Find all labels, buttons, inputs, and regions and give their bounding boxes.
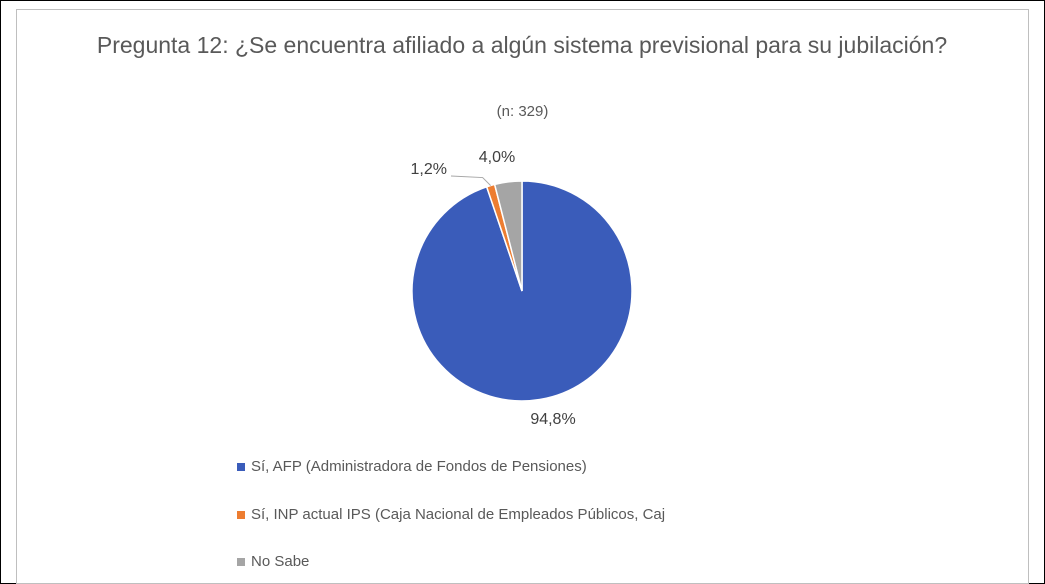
leader-line xyxy=(450,175,492,186)
data-label: 94,8% xyxy=(530,411,575,428)
legend-label: Sí, AFP (Administradora de Fondos de Pen… xyxy=(251,458,587,475)
data-label: 4,0% xyxy=(479,149,515,166)
legend-label: No Sabe xyxy=(251,553,309,570)
chart-subtitle: (n: 329) xyxy=(496,103,549,120)
legend-swatch xyxy=(237,558,245,566)
legend-swatch xyxy=(237,463,245,471)
data-label: 1,2% xyxy=(411,161,447,178)
legend-swatch xyxy=(237,511,245,519)
legend-label: Sí, INP actual IPS (Caja Nacional de Emp… xyxy=(251,506,665,523)
chart-title: Pregunta 12: ¿Se encuentra afiliado a al… xyxy=(96,32,948,58)
pie-slice xyxy=(493,180,523,292)
